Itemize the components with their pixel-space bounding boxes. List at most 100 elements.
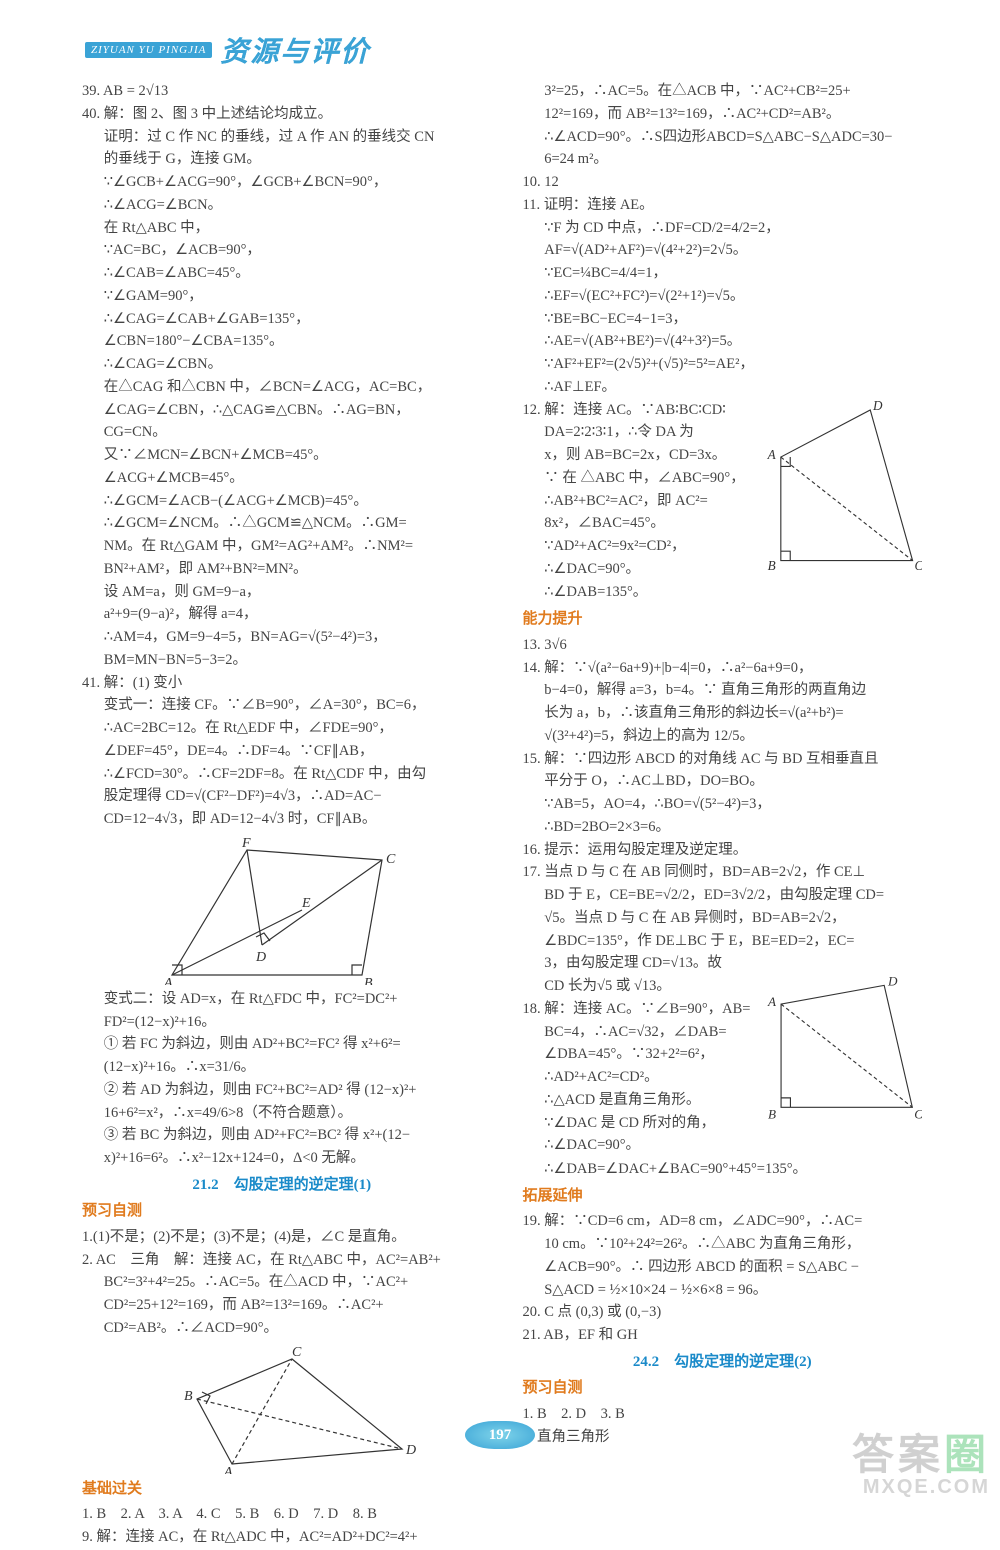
text: ∴AE=√(AB²+BE²)=√(4²+3²)=5。 <box>522 331 922 353</box>
geometry-figure-icon: AB CF ED <box>152 835 412 985</box>
text: 10. 12 <box>522 172 922 194</box>
text: 10 cm。∵10²+24²=26²。∴△ABC 为直角三角形， <box>522 1234 922 1256</box>
text: ∵AF²+EF²=(2√5)²+(√5)²=5²=AE²， <box>522 354 922 376</box>
page-number-badge: 197 <box>465 1421 535 1449</box>
svg-text:B: B <box>184 1389 193 1404</box>
watermark-cn: 答案圈 <box>852 1434 990 1476</box>
text: ∠DEF=45°，DE=4。∴DF=4。∵CF∥AB， <box>82 741 482 763</box>
svg-text:A: A <box>767 994 777 1009</box>
svg-text:D: D <box>255 950 266 965</box>
text: 14. 解：∵√(a²−6a+9)+|b−4|=0，∴a²−6a+9=0， <box>522 658 922 680</box>
page-header: ZIYUAN YU PINGJIA 资源与评价 <box>85 30 370 70</box>
text: 的垂线于 G，连接 GM。 <box>82 149 482 171</box>
text: 41. 解：(1) 变小 <box>82 673 482 695</box>
text: ∵BE=BC−EC=4−1=3， <box>522 309 922 331</box>
text: ∴∠GCM=∠NCM。∴△GCM≌△NCM。∴GM= <box>82 513 482 535</box>
figure-4: AB CD <box>762 976 922 1126</box>
text: ∴∠CAG=∠CAB+∠GAB=135°， <box>82 309 482 331</box>
figure-2: A B C D <box>82 1344 482 1474</box>
text: ∴∠DAB=∠DAC+∠BAC=90°+45°=135°。 <box>522 1159 922 1181</box>
text: BD 于 E，CE=BE=√2/2，ED=3√2/2，由勾股定理 CD= <box>522 885 922 907</box>
text: 变式二：设 AD=x，在 Rt△FDC 中，FC²=DC²+ <box>82 989 482 1011</box>
text: ② 若 AD 为斜边，则由 FC²+BC²=AD² 得 (12−x)²+ <box>82 1080 482 1102</box>
text: (12−x)²+16。∴x=31/6。 <box>82 1057 482 1079</box>
text: 20. C 点 (0,3) 或 (0,−3) <box>522 1302 922 1324</box>
text: 1. B 2. A 3. A 4. C 5. B 6. D 7. D 8. B <box>82 1504 482 1526</box>
text: BC²=3²+4²=25。∴AC=5。在△ACD 中，∵AC²+ <box>82 1272 482 1294</box>
svg-text:E: E <box>301 896 311 911</box>
text: ∵∠GCB+∠ACG=90°，∠GCB+∠BCN=90°， <box>82 172 482 194</box>
text: √5。当点 D 与 C 在 AB 异侧时，BD=AB=2√2， <box>522 908 922 930</box>
text: 设 AM=a，则 GM=9−a， <box>82 582 482 604</box>
section-heading: 24.2 勾股定理的逆定理(2) <box>522 1351 922 1374</box>
text: ∴∠ACG=∠BCN。 <box>82 195 482 217</box>
text: ∠ACB=90°。∴ 四边形 ABCD 的面积 = S△ABC − <box>522 1257 922 1279</box>
header-pinyin: ZIYUAN YU PINGJIA <box>85 42 212 58</box>
text: CD=12−4√3，即 AD=12−4√3 时，CF∥AB。 <box>82 809 482 831</box>
text: CD²=25+12²=169，而 AB²=13²=169。∴AC²+ <box>82 1295 482 1317</box>
svg-text:A: A <box>223 1465 233 1474</box>
svg-text:B: B <box>768 558 776 573</box>
text: ∴AF⊥EF。 <box>522 377 922 399</box>
text: ∵∠GAM=90°， <box>82 286 482 308</box>
text: BM=MN−BN=5−3=2。 <box>82 650 482 672</box>
geometry-figure-icon: AB CD <box>762 400 922 580</box>
svg-text:D: D <box>405 1443 416 1458</box>
text: 1.(1)不是；(2)不是；(3)不是；(4)是，∠C 是直角。 <box>82 1227 482 1249</box>
text: 9. 解：连接 AC，在 Rt△ADC 中，AC²=AD²+DC²=4²+ <box>82 1527 482 1549</box>
geometry-figure-icon: A B C D <box>142 1344 422 1474</box>
text: ∴∠DAB=135°。 <box>522 582 922 604</box>
figure-3: AB CD <box>762 400 922 580</box>
watermark: 答案圈 MXQE.COM <box>852 1434 990 1499</box>
geometry-figure-icon: AB CD <box>762 976 922 1126</box>
text: ∵AB=5，AO=4，∴BO=√(5²−4²)=3， <box>522 794 922 816</box>
text: ∵F 为 CD 中点，∴DF=CD/2=4/2=2， <box>522 218 922 240</box>
text: 11. 证明：连接 AE。 <box>522 195 922 217</box>
text: ③ 若 BC 为斜边，则由 AD²+FC²=BC² 得 x²+(12− <box>82 1125 482 1147</box>
svg-text:C: C <box>292 1345 302 1360</box>
text: ∴AC=2BC=12。在 Rt△EDF 中，∠FDE=90°， <box>82 718 482 740</box>
content-columns: 39. AB = 2√13 40. 解：图 2、图 3 中上述结论均成立。 证明… <box>82 80 922 1550</box>
text: 3，由勾股定理 CD=√13。故 <box>522 953 922 975</box>
text: ∴EF=√(EC²+FC²)=√(2²+1²)=√5。 <box>522 286 922 308</box>
svg-text:D: D <box>872 400 883 413</box>
section-heading: 能力提升 <box>522 608 922 631</box>
header-title: 资源与评价 <box>220 30 370 70</box>
watermark-en: MXQE.COM <box>852 1476 990 1499</box>
svg-text:B: B <box>364 976 373 985</box>
text: 长为 a，b，∴该直角三角形的斜边长=√(a²+b²)= <box>522 703 922 725</box>
svg-text:A: A <box>163 976 173 985</box>
text: a²+9=(9−a)²，解得 a=4， <box>82 604 482 626</box>
text: 又∵∠MCN=∠BCN+∠MCB=45°。 <box>82 445 482 467</box>
text: ∵EC=¼BC=4/4=1， <box>522 263 922 285</box>
text: 12²=169，而 AB²=13²=169，∴AC²+CD²=AB²。 <box>522 104 922 126</box>
text: 证明：过 C 作 NC 的垂线，过 A 作 AN 的垂线交 CN <box>82 127 482 149</box>
text: ∠CBN=180°−∠CBA=135°。 <box>82 331 482 353</box>
svg-text:D: D <box>887 976 898 988</box>
text: 在 Rt△ABC 中， <box>82 218 482 240</box>
text: 在△CAG 和△CBN 中，∠BCN=∠ACG，AC=BC， <box>82 377 482 399</box>
text: NM。在 Rt△GAM 中，GM²=AG²+AM²。∴NM²= <box>82 536 482 558</box>
section-heading: 预习自测 <box>522 1377 922 1400</box>
text: ∴AM=4，GM=9−4=5，BN=AG=√(5²−4²)=3， <box>82 627 482 649</box>
text: 40. 解：图 2、图 3 中上述结论均成立。 <box>82 104 482 126</box>
text: 16+6²=x²，∴x=49/6>8（不符合题意）。 <box>82 1103 482 1125</box>
text: 17. 当点 D 与 C 在 AB 同侧时，BD=AB=2√2，作 CE⊥ <box>522 862 922 884</box>
right-column: 3²=25，∴AC=5。在△ACB 中，∵AC²+CB²=25+ 12²=169… <box>522 80 922 1550</box>
text: ∴∠FCD=30°。∴CF=2DF=8。在 Rt△CDF 中，由勾 <box>82 764 482 786</box>
svg-text:C: C <box>914 558 922 573</box>
section-heading: 21.2 勾股定理的逆定理(1) <box>82 1174 482 1197</box>
page-number: 197 <box>489 1427 512 1444</box>
text: ∴∠CAB=∠ABC=45°。 <box>82 263 482 285</box>
text: 21. AB，EF 和 GH <box>522 1325 922 1347</box>
text: 13. 3√6 <box>522 635 922 657</box>
svg-text:C: C <box>914 1107 922 1122</box>
text: ∴∠CAG=∠CBN。 <box>82 354 482 376</box>
text: 股定理得 CD=√(CF²−DF²)=4√3，∴AD=AC− <box>82 786 482 808</box>
column-divider <box>502 80 503 1550</box>
section-heading: 拓展延伸 <box>522 1185 922 1208</box>
text: ∠CAG=∠CBN，∴△CAG≌△CBN。∴AG=BN， <box>82 400 482 422</box>
text: ∴BD=2BO=2×3=6。 <box>522 817 922 839</box>
text: 19. 解：∵CD=6 cm，AD=8 cm，∠ADC=90°，∴AC= <box>522 1211 922 1233</box>
figure-1: AB CF ED <box>82 835 482 985</box>
